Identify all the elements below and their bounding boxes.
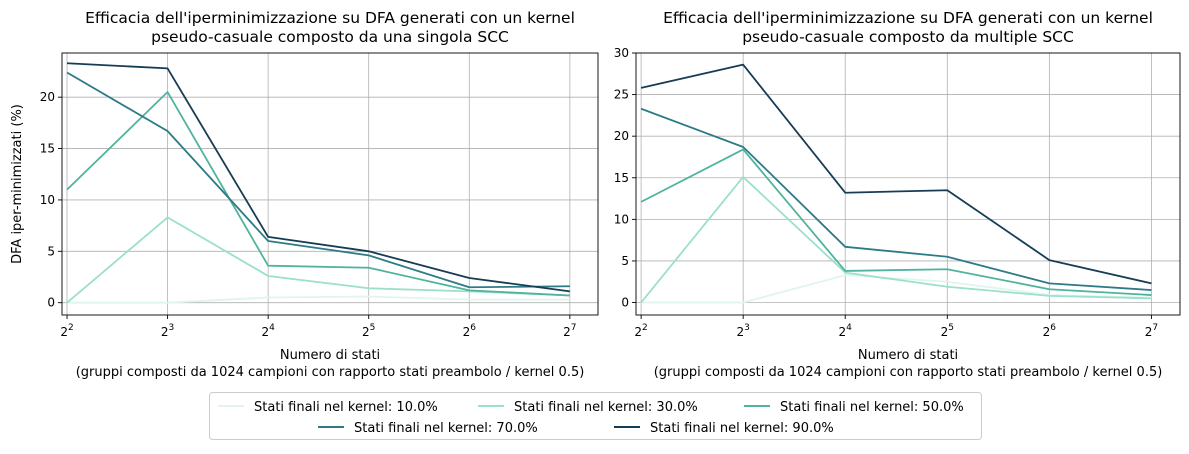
chart-panel-2: 0 5 10 15 20 25 30 22 23 24 25 26 27 Efficacia dell'i… — [614, 9, 1181, 380]
legend-label-4: Stati finali nel kernel: 70.0% — [354, 421, 538, 436]
x-axis-label: Numero di stati (gruppi composti da 1024 … — [76, 348, 585, 380]
axes-frame — [61, 52, 599, 316]
chart-title: Efficacia dell'iperminimizzazione su DFA… — [663, 9, 1153, 46]
axes-frame — [635, 52, 1181, 316]
series-line-5 — [66, 62, 570, 293]
x-tick-label: 26 — [463, 323, 477, 339]
x-tick-label: 23 — [161, 323, 174, 339]
y-tick-label: 15 — [40, 142, 55, 156]
series-line-3 — [66, 91, 570, 297]
y-tick-label: 10 — [614, 212, 629, 226]
y-tick-label: 5 — [621, 254, 629, 268]
y-tick-label: 0 — [47, 296, 55, 310]
x-tick-label: 26 — [1043, 323, 1057, 339]
y-tick-label: 0 — [621, 296, 629, 310]
series-line-3 — [640, 148, 1152, 296]
series-line-2 — [66, 216, 570, 304]
series-line-2 — [640, 176, 1152, 304]
y-tick-label: 20 — [40, 90, 55, 104]
y-tick-label: 5 — [47, 244, 55, 258]
x-tick-label: 23 — [736, 323, 749, 339]
y-tick-label: 10 — [40, 193, 55, 207]
x-tick-label: 27 — [1145, 323, 1158, 339]
y-tick-label: 30 — [614, 46, 629, 60]
legend: Stati finali nel kernel: 10.0% Stati fina… — [209, 392, 982, 440]
x-tick-label: 24 — [839, 323, 853, 339]
chart-panel-1: 0 5 10 15 20 22 23 24 25 26 27 Efficacia dell'iperm… — [10, 9, 599, 380]
x-tick-label: 24 — [261, 323, 275, 339]
legend-label-1: Stati finali nel kernel: 10.0% — [254, 400, 438, 415]
y-tick-label: 20 — [614, 129, 629, 143]
x-tick-label: 22 — [60, 323, 73, 339]
series-line-1 — [67, 295, 570, 304]
x-axis-label: Numero di stati (gruppi composti da 1024 … — [654, 348, 1163, 380]
y-tick-label: 25 — [614, 88, 629, 102]
legend-frame — [209, 392, 982, 440]
legend-label-5: Stati finali nel kernel: 90.0% — [650, 421, 834, 436]
y-tick-label: 15 — [614, 171, 629, 185]
series-line-4 — [640, 107, 1152, 291]
x-tick-label: 27 — [563, 323, 576, 339]
series-line-4 — [66, 71, 570, 289]
x-tick-label: 25 — [941, 323, 954, 339]
y-axis-label: DFA iper-minimizzati (%) — [10, 104, 25, 264]
chart-title: Efficacia dell'iperminimizzazione su DFA… — [85, 9, 575, 46]
legend-label-3: Stati finali nel kernel: 50.0% — [780, 400, 964, 415]
series-line-5 — [640, 63, 1152, 285]
x-tick-label: 25 — [362, 323, 375, 339]
x-tick-label: 22 — [634, 323, 647, 339]
legend-label-2: Stati finali nel kernel: 30.0% — [514, 400, 698, 415]
